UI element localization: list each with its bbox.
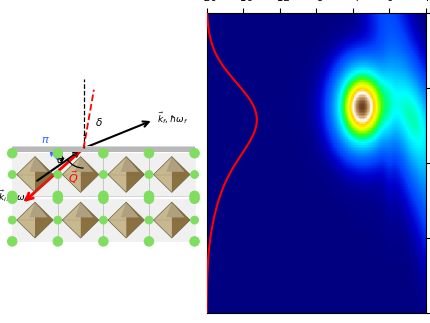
Bar: [12, 153, 194, 196]
Circle shape: [8, 171, 16, 179]
Polygon shape: [126, 157, 144, 193]
Polygon shape: [108, 202, 126, 238]
Circle shape: [190, 149, 200, 158]
Polygon shape: [62, 202, 80, 238]
Polygon shape: [172, 157, 190, 193]
Text: $\pi$: $\pi$: [41, 135, 50, 145]
Polygon shape: [154, 202, 172, 238]
Polygon shape: [80, 157, 99, 193]
Circle shape: [99, 216, 108, 224]
Polygon shape: [172, 202, 190, 238]
Polygon shape: [166, 157, 184, 172]
Bar: [12, 146, 194, 152]
Circle shape: [8, 216, 16, 224]
Circle shape: [54, 171, 62, 179]
Polygon shape: [166, 202, 184, 217]
Polygon shape: [35, 157, 53, 193]
Circle shape: [145, 216, 153, 224]
Circle shape: [144, 194, 154, 203]
Polygon shape: [154, 157, 172, 193]
Polygon shape: [75, 157, 93, 172]
Circle shape: [7, 194, 17, 203]
Circle shape: [98, 149, 108, 158]
Circle shape: [144, 191, 154, 201]
Text: $\vec{k}_f, \hbar\omega_f$: $\vec{k}_f, \hbar\omega_f$: [157, 110, 189, 126]
Circle shape: [190, 237, 200, 246]
Polygon shape: [108, 157, 126, 193]
Text: $\vec{Q}$: $\vec{Q}$: [68, 170, 78, 186]
Circle shape: [7, 237, 17, 246]
Polygon shape: [17, 202, 35, 238]
Circle shape: [144, 149, 154, 158]
Circle shape: [98, 194, 108, 203]
Circle shape: [7, 191, 17, 201]
Polygon shape: [17, 157, 35, 193]
Circle shape: [98, 191, 108, 201]
Polygon shape: [35, 202, 53, 238]
Circle shape: [190, 191, 200, 201]
Circle shape: [190, 171, 199, 179]
Circle shape: [53, 237, 63, 246]
Circle shape: [53, 149, 63, 158]
Text: $\sigma$: $\sigma$: [71, 148, 80, 158]
Circle shape: [7, 149, 17, 158]
Text: $\delta$: $\delta$: [95, 117, 103, 129]
Polygon shape: [121, 157, 139, 172]
Circle shape: [99, 171, 108, 179]
Bar: [12, 146, 194, 147]
Polygon shape: [75, 202, 93, 217]
Text: $\theta$: $\theta$: [56, 153, 64, 165]
Circle shape: [53, 191, 63, 201]
Text: $\vec{k}_i, \hbar\omega_i$: $\vec{k}_i, \hbar\omega_i$: [0, 188, 27, 204]
Circle shape: [98, 237, 108, 246]
Polygon shape: [126, 202, 144, 238]
Polygon shape: [30, 202, 48, 217]
Circle shape: [190, 194, 200, 203]
Circle shape: [145, 171, 153, 179]
Polygon shape: [62, 157, 80, 193]
Circle shape: [53, 194, 63, 203]
Polygon shape: [30, 157, 48, 172]
Circle shape: [144, 237, 154, 246]
Circle shape: [54, 216, 62, 224]
Circle shape: [190, 216, 199, 224]
Polygon shape: [80, 202, 99, 238]
Polygon shape: [121, 202, 139, 217]
Bar: [12, 199, 194, 241]
